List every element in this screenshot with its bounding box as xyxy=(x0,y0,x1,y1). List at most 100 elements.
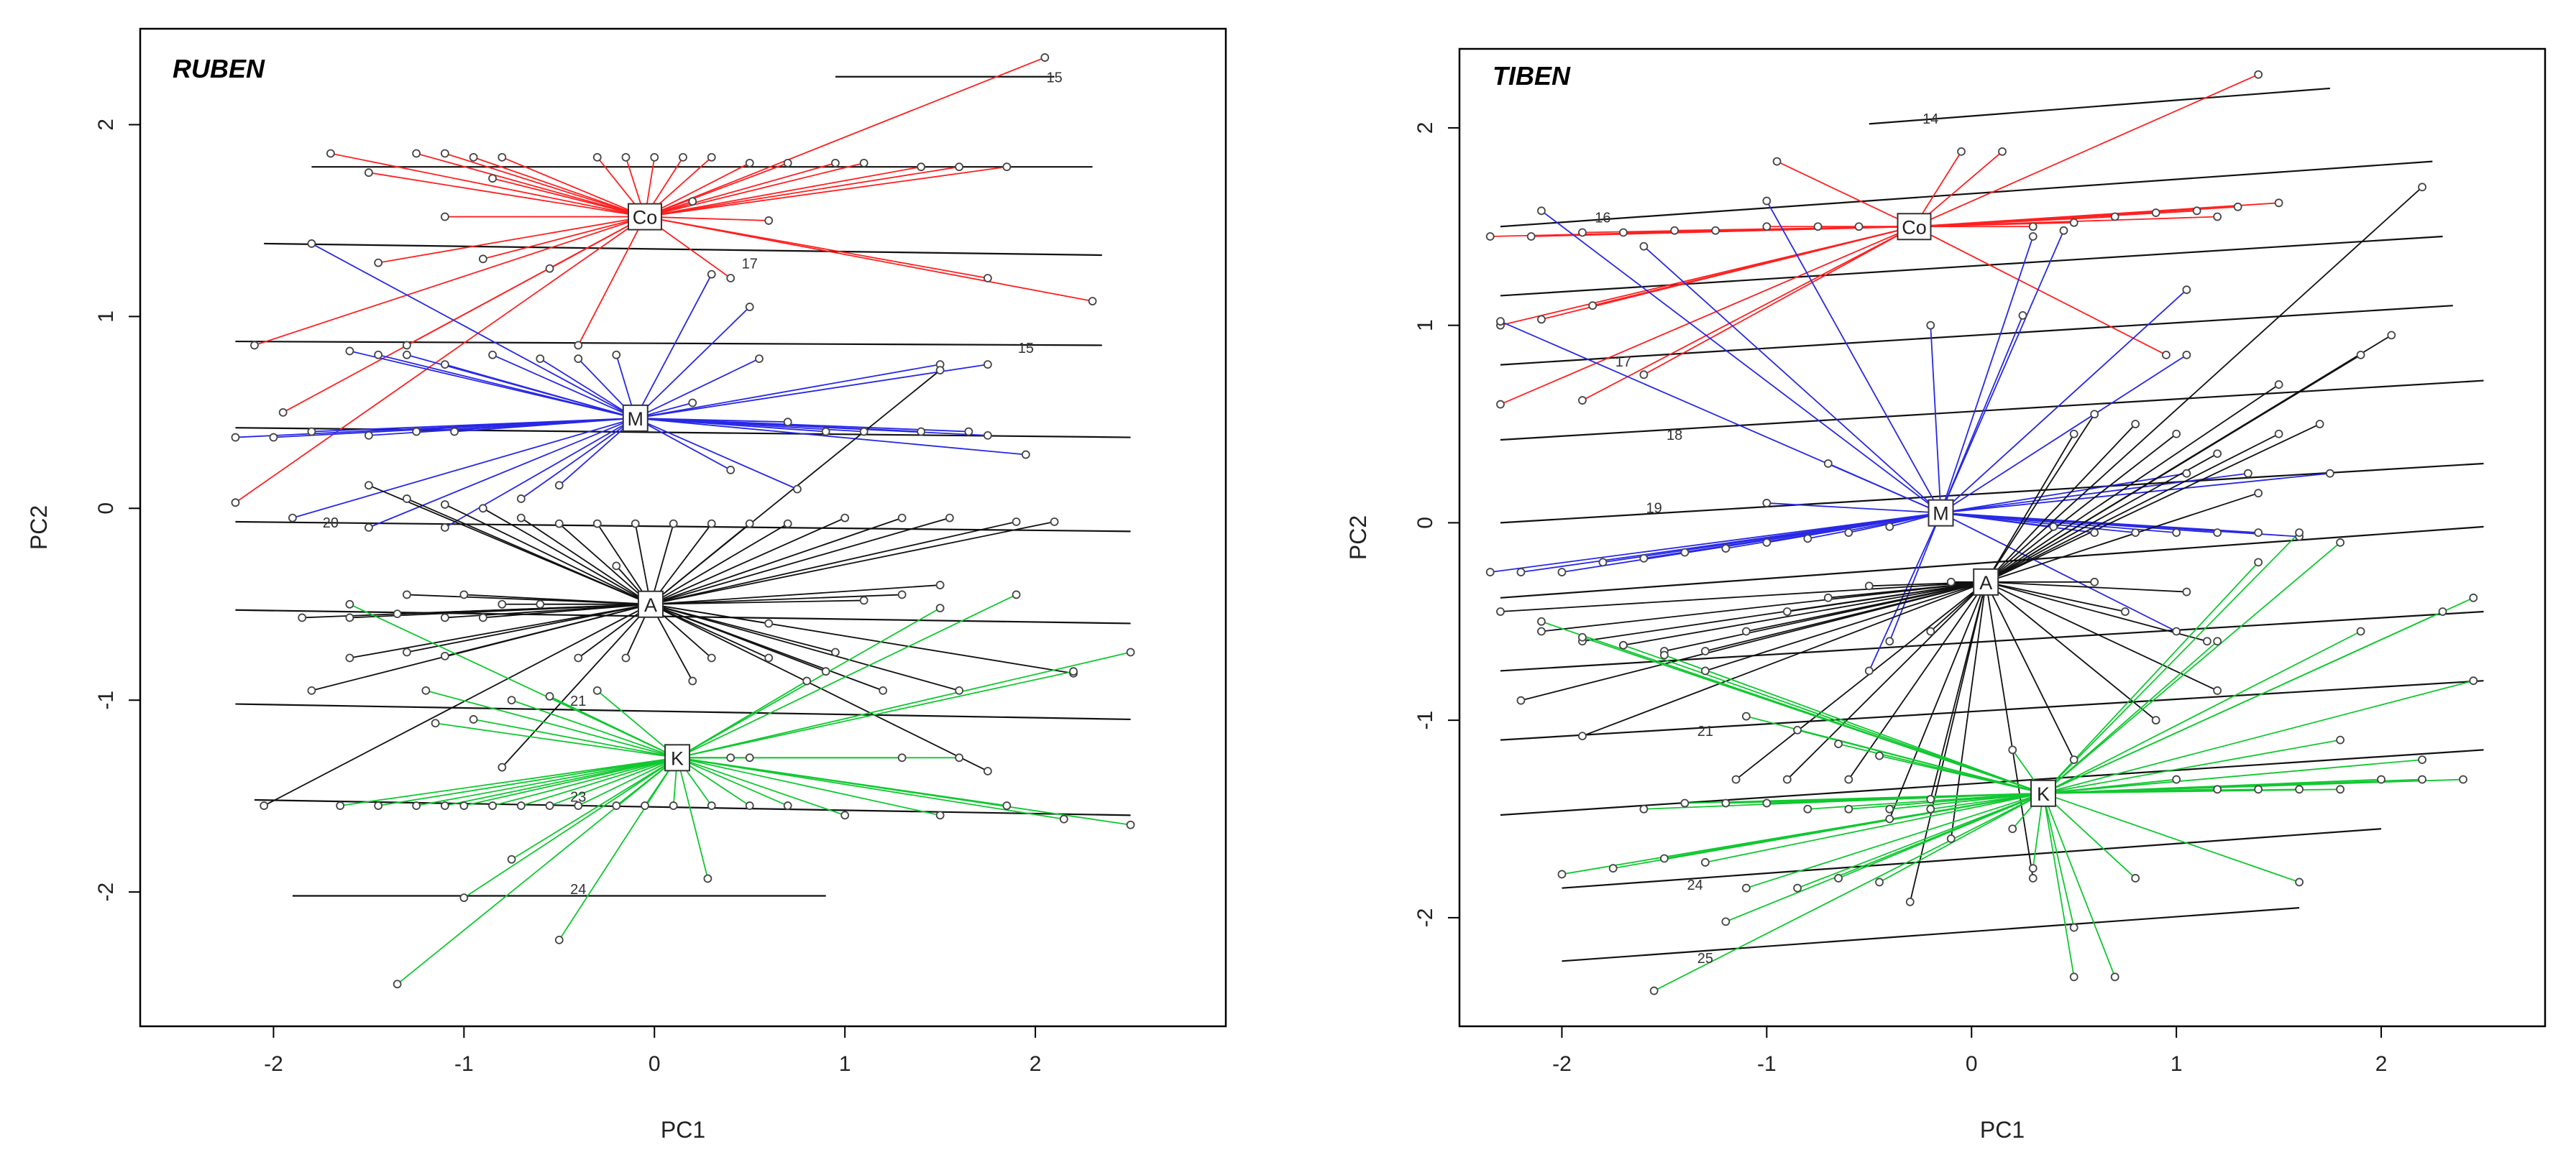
star-line-a xyxy=(1986,581,2126,612)
star-line-a xyxy=(1985,453,2218,583)
row-label: 25 xyxy=(1697,951,1713,967)
star-line-a xyxy=(650,599,864,605)
data-point-a xyxy=(402,494,411,503)
chart-tiben: -2 -1 0 1 2 -2 -1 0 1 2 PC1 PC2 TIBEN 14 16 17 18 19 21 24 2… xyxy=(1345,47,2547,1143)
star-line-m xyxy=(1940,354,2187,514)
chart-ruben: -2 -1 0 1 2 -2 -1 0 1 2 PC1 PC2 RUBEN 15 17 15 20 21 23 24 C… xyxy=(26,27,1227,1143)
data-point-a xyxy=(345,613,354,622)
row-label: 17 xyxy=(1615,354,1631,370)
data-point-a xyxy=(1926,795,1935,803)
data-point-k xyxy=(336,801,345,810)
star-line-k xyxy=(492,757,678,806)
star-line-k xyxy=(1746,792,2044,889)
star-line-k xyxy=(2043,561,2259,794)
data-point-k xyxy=(935,811,945,820)
data-point-m xyxy=(1598,558,1608,567)
data-point-a xyxy=(2213,449,2222,459)
star-line-m xyxy=(1940,230,2065,514)
row-segment xyxy=(254,798,1131,816)
data-point-a xyxy=(1700,647,1710,655)
data-point-m xyxy=(1762,538,1771,547)
data-point-co xyxy=(2151,208,2160,217)
row-segment xyxy=(1500,235,2443,297)
star-line-k xyxy=(377,757,678,806)
star-line-m xyxy=(1940,512,2177,632)
star-line-co xyxy=(1582,226,1915,401)
star-line-k xyxy=(340,757,678,806)
star-line-k xyxy=(2043,739,2341,794)
data-point-k xyxy=(1875,878,1884,887)
data-point-m xyxy=(2213,528,2222,538)
star-line-m xyxy=(1643,246,1942,514)
star-line-co xyxy=(1914,202,2279,228)
data-point-a xyxy=(2172,429,2181,438)
data-point-k xyxy=(669,801,678,810)
star-line-a xyxy=(1787,581,1986,612)
data-point-k xyxy=(2295,878,2304,887)
star-line-k xyxy=(677,651,1131,759)
row-label: 21 xyxy=(570,694,586,709)
star-line-m xyxy=(311,417,636,433)
row-label: 18 xyxy=(1667,428,1682,443)
star-line-a xyxy=(1985,433,2280,583)
star-line-k xyxy=(2043,793,2075,928)
star-line-co xyxy=(644,166,1007,218)
data-point-a xyxy=(707,653,716,663)
data-point-co xyxy=(2028,222,2038,231)
data-point-m xyxy=(440,360,449,369)
data-point-co xyxy=(374,258,383,267)
star-line-a xyxy=(406,603,651,653)
data-point-m xyxy=(1516,568,1526,576)
data-point-a xyxy=(840,513,850,522)
data-point-a xyxy=(821,667,830,676)
star-line-a xyxy=(1787,581,1986,780)
data-point-m xyxy=(364,523,373,532)
data-point-a xyxy=(783,519,792,528)
data-point-k xyxy=(641,801,649,810)
data-point-m xyxy=(917,427,926,436)
star-line-m xyxy=(311,243,636,419)
data-point-m xyxy=(269,433,278,442)
centroid-box-co xyxy=(628,203,663,231)
data-point-co xyxy=(574,341,583,350)
y-tick-label: -1 xyxy=(1413,711,1437,730)
data-point-co xyxy=(278,407,288,417)
star-line-k xyxy=(2043,630,2361,794)
data-point-a xyxy=(2182,587,2191,597)
star-line-m xyxy=(292,417,636,519)
data-point-a xyxy=(402,648,411,657)
data-point-k xyxy=(2008,824,2017,834)
star-line-k xyxy=(677,757,789,806)
star-line-m xyxy=(454,417,636,433)
data-point-k xyxy=(703,874,712,883)
x-axis-label: PC1 xyxy=(1980,1117,2025,1143)
data-point-k xyxy=(935,604,945,613)
star-line-co xyxy=(1500,226,1915,405)
star-line-a xyxy=(1930,581,1987,800)
star-line-k xyxy=(435,722,678,759)
data-point-m xyxy=(1639,553,1649,563)
star-line-a xyxy=(1985,334,2392,583)
data-point-k xyxy=(840,811,850,820)
data-point-a xyxy=(631,519,640,528)
data-point-a xyxy=(459,590,469,599)
star-line-k xyxy=(677,594,1017,759)
row-label: 24 xyxy=(1687,878,1703,893)
data-point-m xyxy=(1721,544,1731,553)
data-point-m xyxy=(2172,528,2181,538)
data-point-m xyxy=(364,430,373,440)
data-point-k xyxy=(1700,858,1710,867)
data-point-k xyxy=(1834,740,1843,749)
data-point-k xyxy=(2438,607,2447,616)
star-line-m xyxy=(1848,512,1941,534)
data-point-co xyxy=(1998,147,2007,156)
star-line-k xyxy=(677,680,807,759)
star-line-m xyxy=(1940,289,2188,514)
data-point-a xyxy=(879,686,888,695)
data-point-a xyxy=(945,513,954,522)
star-line-k xyxy=(1623,644,2044,794)
data-point-co xyxy=(650,152,659,162)
data-point-k xyxy=(1721,798,1731,808)
data-point-k xyxy=(707,801,716,810)
row-label: 20 xyxy=(323,515,339,531)
